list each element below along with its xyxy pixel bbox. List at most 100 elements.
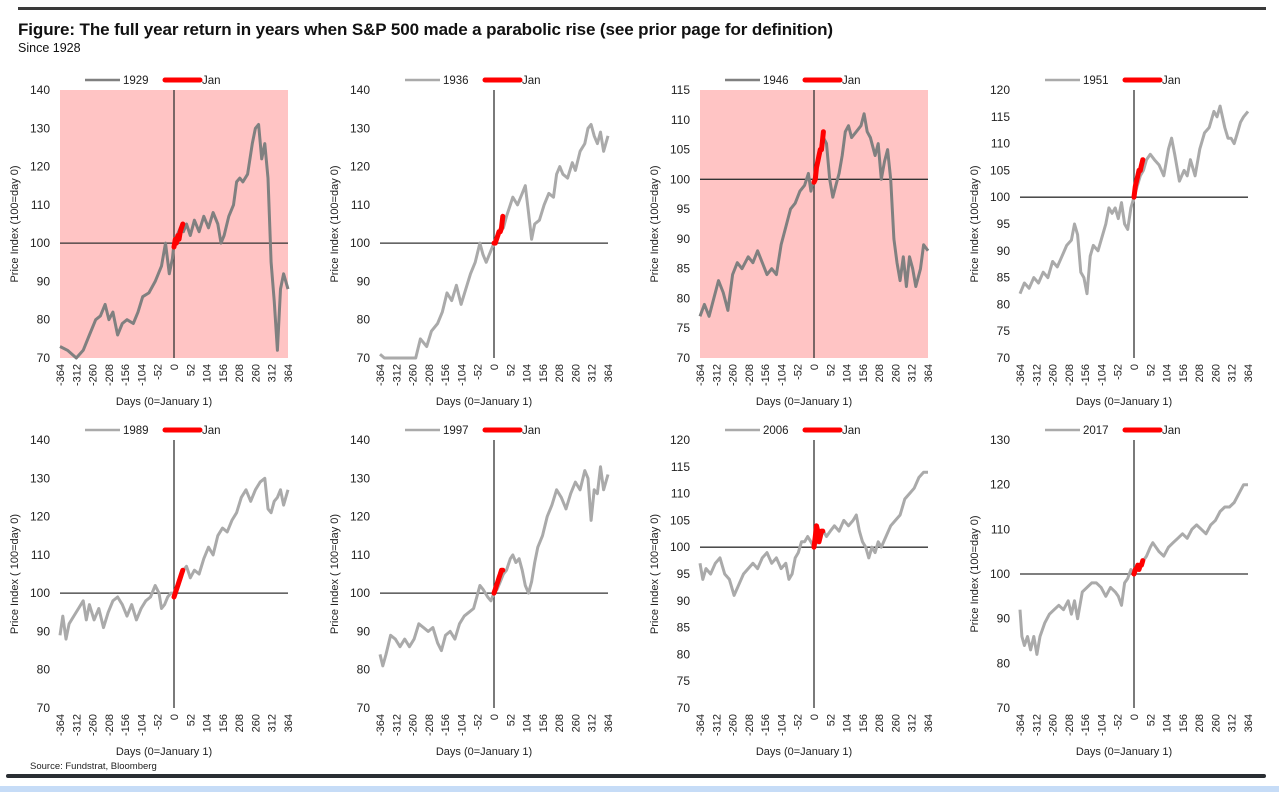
chart-svg-1936: 70 80 90 100 110 120 130 140 Price Index (100=da…: [329, 75, 615, 408]
x-tick-label: 52: [185, 364, 197, 376]
y-tick-label: 120: [350, 510, 370, 524]
x-tick-label: 208: [1194, 714, 1206, 732]
series-line-jan: [491, 567, 506, 596]
y-tick-label: 115: [671, 83, 690, 97]
x-tick-label: -312: [1031, 714, 1043, 736]
y-tick-label: 105: [990, 163, 1010, 177]
y-tick-label: 120: [30, 510, 50, 524]
x-tick-label: 156: [218, 714, 230, 732]
x-tick-label: 0: [169, 714, 181, 720]
legend-label-year: 1936: [443, 75, 469, 87]
x-tick-label: 312: [907, 714, 919, 732]
x-tick-label: 312: [1227, 364, 1239, 382]
x-tick-label: 52: [505, 364, 517, 376]
y-tick-label: 90: [677, 594, 691, 608]
x-tick-label: -312: [711, 714, 723, 736]
x-tick-label: 52: [825, 714, 837, 726]
x-tick-label: 52: [825, 364, 837, 376]
x-tick-label: -156: [440, 364, 452, 386]
x-axis-label: Days (0=January 1): [756, 746, 852, 758]
legend-label-jan: Jan: [1162, 75, 1181, 87]
x-tick-label: -260: [88, 714, 100, 736]
y-tick-label: 110: [351, 548, 370, 562]
y-tick-label: 70: [37, 701, 51, 715]
y-tick-label: 110: [991, 522, 1010, 536]
y-axis-label: Price Index (100=day 0): [9, 165, 21, 282]
y-tick-label: 90: [357, 274, 371, 288]
x-tick-label: -260: [728, 714, 740, 736]
y-tick-label: 100: [30, 586, 50, 600]
y-axis-label: Price Index ( 100=day 0): [9, 514, 21, 634]
legend-label-year: 1989: [123, 425, 149, 437]
bottom-rule: [6, 774, 1266, 778]
x-tick-label: -260: [728, 364, 740, 386]
x-tick-label: -260: [408, 364, 420, 386]
y-tick-label: 80: [677, 647, 691, 661]
x-tick-label: 52: [185, 714, 197, 726]
y-tick-label: 85: [997, 271, 1011, 285]
y-axis-label: Price Index ( 100=day 0): [649, 514, 661, 634]
figure-subtitle: Since 1928: [18, 41, 81, 55]
y-tick-label: 115: [671, 460, 690, 474]
x-tick-label: -104: [1096, 364, 1108, 386]
x-tick-label: 260: [570, 714, 582, 732]
x-tick-label: 0: [1129, 714, 1141, 720]
x-tick-label: 312: [587, 364, 599, 382]
y-tick-label: 100: [350, 586, 370, 600]
y-tick-label: 120: [350, 160, 370, 174]
series-line-jan: [491, 213, 506, 246]
x-tick-label: -364: [55, 714, 67, 736]
x-tick-label: 364: [603, 364, 615, 382]
x-tick-label: 0: [169, 364, 181, 370]
y-tick-label: 110: [31, 548, 50, 562]
series-line-1936: [379, 123, 610, 360]
y-tick-label: 110: [991, 137, 1010, 151]
x-tick-label: 260: [1210, 714, 1222, 732]
x-tick-label: 312: [587, 714, 599, 732]
legend-label-jan: Jan: [842, 75, 861, 87]
x-tick-label: 312: [267, 714, 279, 732]
legend-label-jan: Jan: [202, 75, 221, 87]
x-tick-label: 156: [538, 364, 550, 382]
legend-label-year: 2006: [763, 425, 789, 437]
x-tick-label: -208: [1064, 364, 1076, 386]
series-line-jan: [171, 221, 186, 250]
x-tick-label: 0: [1129, 364, 1141, 370]
x-tick-label: 364: [1243, 364, 1255, 382]
x-tick-label: -52: [153, 714, 165, 730]
y-tick-label: 85: [677, 621, 691, 635]
x-tick-label: 156: [858, 714, 870, 732]
x-tick-label: -156: [1080, 714, 1092, 736]
chart-svg-2017: 70 80 90 100 110 120 130 Price Index (100=day 0…: [969, 425, 1255, 758]
chart-svg-2006: 70 75 80 85 90 95 100 105 110 115 120 Price Index (…: [649, 425, 935, 758]
x-tick-label: -208: [744, 714, 756, 736]
y-tick-label: 70: [357, 351, 371, 365]
chart-svg-1951: 70 75 80 85 90 95 100 105 110 115 120 Price Index (…: [969, 75, 1255, 408]
y-tick-label: 110: [671, 487, 690, 501]
chart-svg-1946: 70 75 80 85 90 95 100 105 110 115 Price Index (100…: [649, 75, 935, 408]
x-tick-label: -208: [104, 364, 116, 386]
legend-label-jan: Jan: [522, 75, 541, 87]
y-tick-label: 80: [997, 297, 1011, 311]
x-tick-label: 364: [283, 714, 295, 732]
x-tick-label: -156: [1080, 364, 1092, 386]
series-line-jan: [1131, 157, 1146, 200]
y-tick-label: 90: [997, 244, 1011, 258]
x-axis-label: Days (0=January 1): [1076, 396, 1172, 408]
y-tick-label: 90: [37, 274, 51, 288]
y-tick-label: 120: [990, 83, 1010, 97]
bottom-band: [0, 786, 1279, 792]
x-tick-label: -104: [136, 364, 148, 386]
y-tick-label: 80: [997, 656, 1011, 670]
x-tick-label: 156: [1178, 364, 1190, 382]
x-tick-label: -156: [120, 364, 132, 386]
x-tick-label: -156: [760, 364, 772, 386]
y-tick-label: 90: [37, 624, 51, 638]
y-tick-label: 75: [677, 674, 691, 688]
x-tick-label: -208: [744, 364, 756, 386]
x-tick-label: -364: [1015, 714, 1027, 736]
y-tick-label: 95: [997, 217, 1011, 231]
x-tick-label: -208: [104, 714, 116, 736]
chart-svg-1997: 70 80 90 100 110 120 130 140 Price Index ( 100=d…: [329, 425, 615, 758]
x-tick-label: 312: [267, 364, 279, 382]
